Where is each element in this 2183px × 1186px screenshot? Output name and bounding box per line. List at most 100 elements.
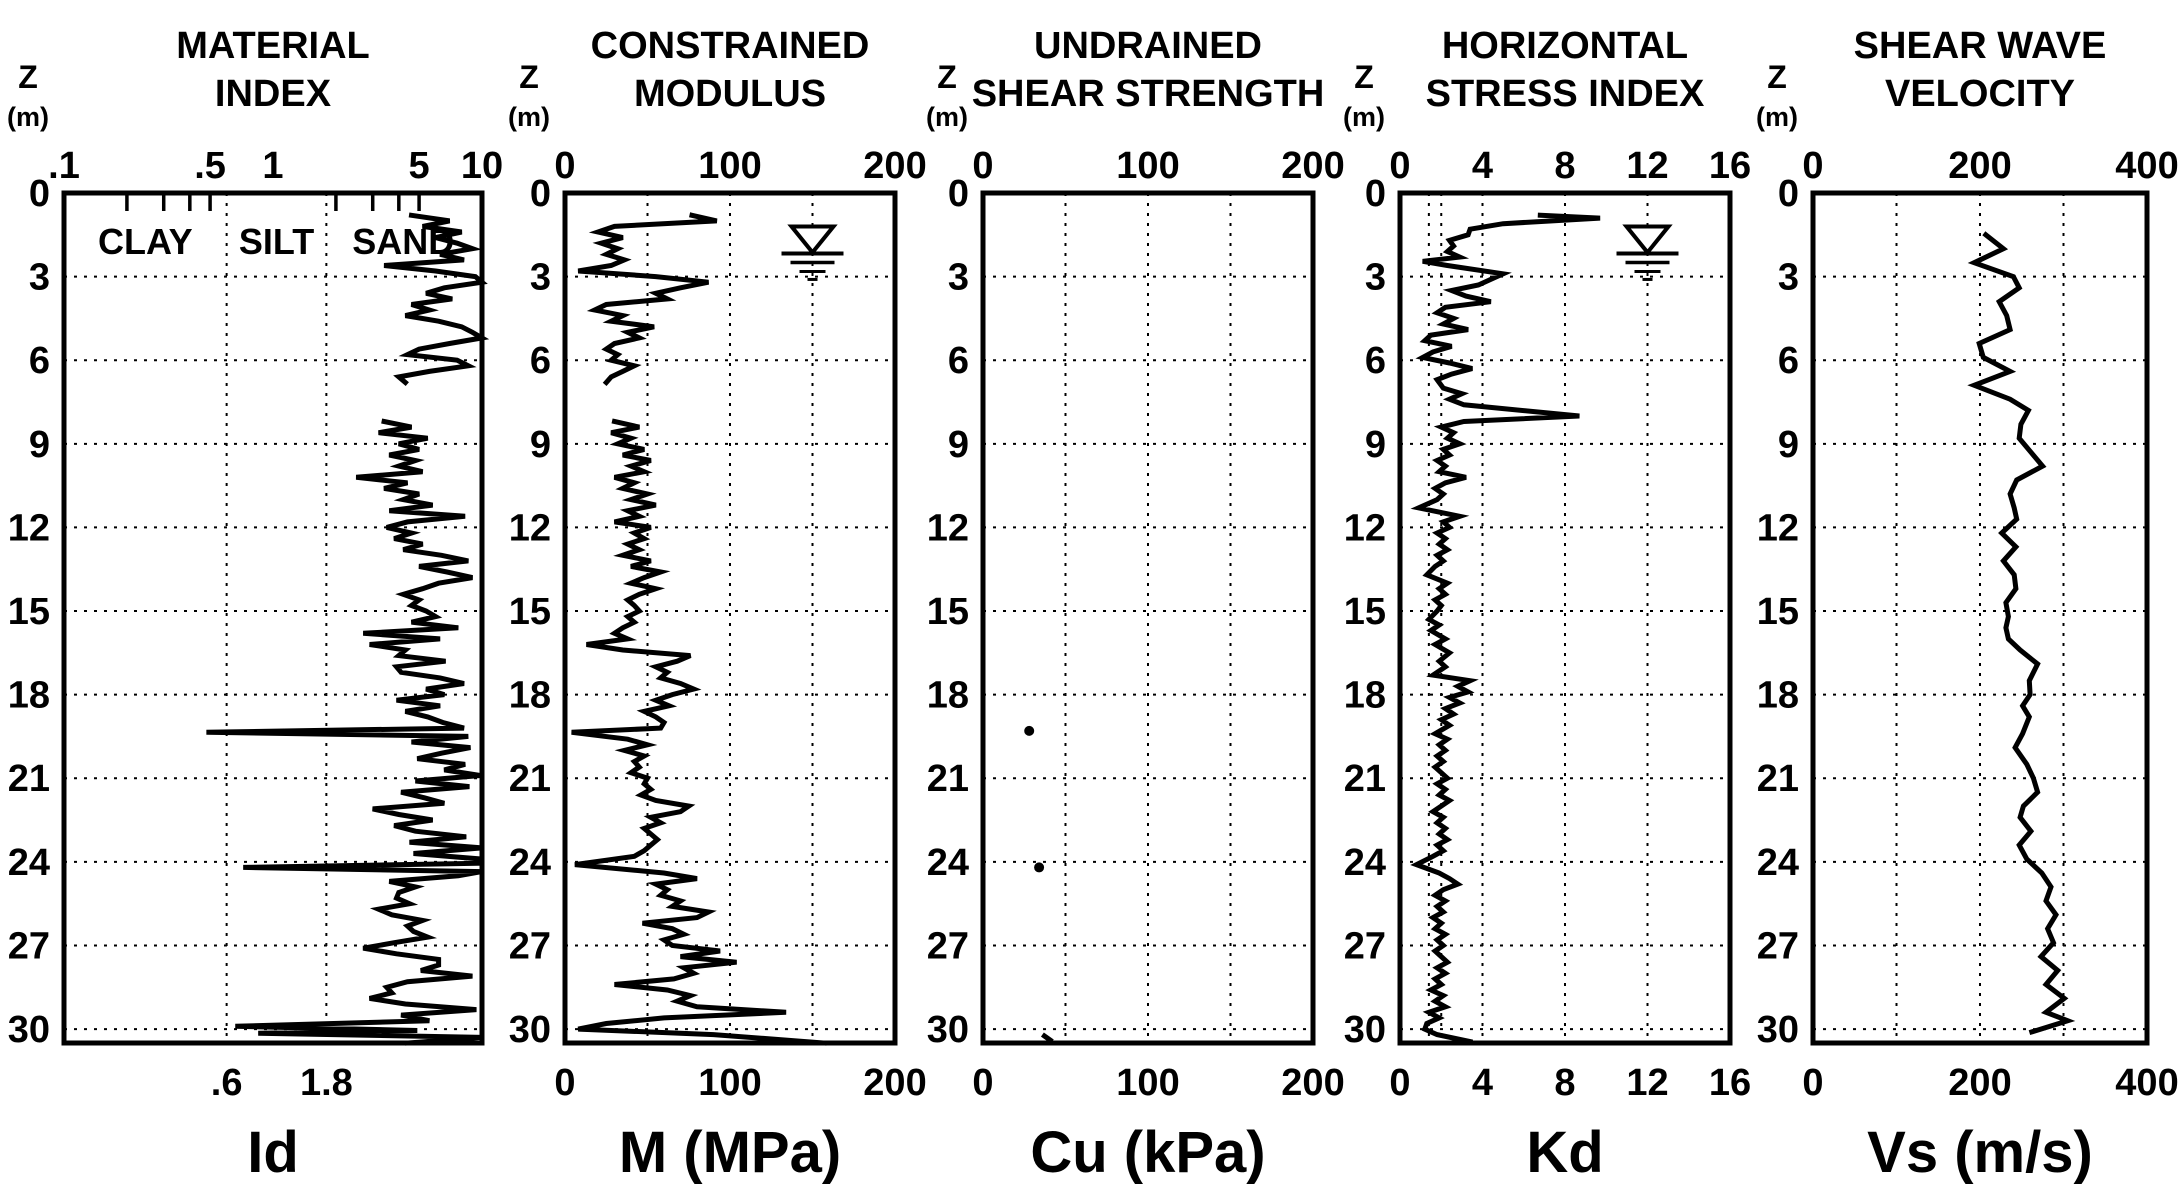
depth-axis-label-z: Z <box>1354 59 1374 95</box>
depth-tick-label: 0 <box>1778 173 1799 215</box>
panel-title-line1: SHEAR WAVE <box>1854 25 2107 67</box>
depth-tick-label: 6 <box>1365 340 1386 382</box>
water-table-icon <box>1616 224 1679 281</box>
depth-tick-label: 24 <box>1757 842 1799 884</box>
depth-tick-label: 6 <box>948 340 969 382</box>
top-tick-label: 100 <box>698 145 761 187</box>
depth-tick-label: 0 <box>29 173 50 215</box>
depth-tick-label: 21 <box>927 758 969 800</box>
top-tick-label: .5 <box>194 145 226 187</box>
bottom-tick-label: 400 <box>2115 1062 2178 1104</box>
bottom-tick-label: 0 <box>554 1062 575 1104</box>
bottom-tick-label: 100 <box>1116 1062 1179 1104</box>
top-tick-label: 0 <box>554 145 575 187</box>
depth-tick-label: 27 <box>509 925 551 967</box>
top-tick-label: 200 <box>1948 145 2011 187</box>
depth-tick-label: 21 <box>1344 758 1386 800</box>
depth-tick-label: 15 <box>1757 591 1799 633</box>
depth-tick-label: 21 <box>8 758 50 800</box>
depth-tick-label: 15 <box>1344 591 1386 633</box>
bottom-tick-label: 0 <box>1389 1062 1410 1104</box>
top-tick-label: 0 <box>1389 145 1410 187</box>
unit-label: M (MPa) <box>619 1120 841 1185</box>
top-tick-label: 16 <box>1709 145 1751 187</box>
plot-frame <box>980 190 1316 1046</box>
depth-axis-label-m: (m) <box>508 102 550 132</box>
plot-frame <box>1397 190 1733 1046</box>
depth-axis-label-m: (m) <box>926 102 968 132</box>
plot-frame <box>1810 190 2150 1046</box>
top-tick-label: 0 <box>972 145 993 187</box>
depth-axis-label-z: Z <box>937 59 957 95</box>
zone-label-silt: SILT <box>239 221 314 262</box>
water-table-icon <box>781 224 844 281</box>
depth-tick-label: 18 <box>1344 675 1386 717</box>
m-curve <box>577 212 718 387</box>
depth-tick-label: 18 <box>1757 675 1799 717</box>
depth-tick-label: 27 <box>1757 925 1799 967</box>
depth-tick-label: 6 <box>29 340 50 382</box>
depth-tick-label: 21 <box>509 758 551 800</box>
unit-label: Vs (m/s) <box>1867 1120 2093 1185</box>
cu-dash-mark <box>1040 1032 1054 1044</box>
depth-axis-label-z: Z <box>519 59 539 95</box>
bottom-tick-label: 4 <box>1472 1062 1493 1104</box>
depth-tick-label: 27 <box>8 925 50 967</box>
top-tick-label: 200 <box>863 145 926 187</box>
depth-tick-label: 12 <box>509 507 551 549</box>
depth-tick-label: 30 <box>8 1009 50 1051</box>
unit-label: Kd <box>1526 1120 1603 1185</box>
depth-axis-label-z: Z <box>18 59 38 95</box>
depth-tick-label: 24 <box>509 842 551 884</box>
bottom-tick-label: 0 <box>1802 1062 1823 1104</box>
panel-title-line1: MATERIAL <box>176 25 370 67</box>
plot-frame <box>61 190 485 1046</box>
depth-tick-label: 18 <box>8 675 50 717</box>
depth-axis-label-m: (m) <box>7 102 49 132</box>
panel-title-line2: VELOCITY <box>1885 73 2075 115</box>
depth-tick-label: 30 <box>1344 1009 1386 1051</box>
depth-tick-label: 3 <box>948 257 969 299</box>
depth-tick-label: 6 <box>530 340 551 382</box>
depth-axis-label-m: (m) <box>1343 102 1385 132</box>
depth-tick-label: 30 <box>509 1009 551 1051</box>
depth-tick-label: 12 <box>1344 507 1386 549</box>
bottom-tick-label: 12 <box>1626 1062 1668 1104</box>
vs-curve <box>1967 231 2076 1036</box>
depth-tick-label: 18 <box>509 675 551 717</box>
bottom-tick-label: 8 <box>1554 1062 1575 1104</box>
depth-tick-label: 3 <box>1365 257 1386 299</box>
depth-tick-label: 18 <box>927 675 969 717</box>
id-curve <box>206 418 485 1046</box>
depth-tick-label: 9 <box>1365 424 1386 466</box>
depth-tick-label: 3 <box>1778 257 1799 299</box>
depth-tick-label: 30 <box>927 1009 969 1051</box>
depth-tick-label: 9 <box>530 424 551 466</box>
depth-axis-label-z: Z <box>1767 59 1787 95</box>
depth-tick-label: 3 <box>29 257 50 299</box>
top-tick-label: 1 <box>262 145 283 187</box>
top-tick-label: 100 <box>1116 145 1179 187</box>
panel-title-line1: HORIZONTAL <box>1442 25 1688 67</box>
depth-tick-label: 21 <box>1757 758 1799 800</box>
top-tick-label: 8 <box>1554 145 1575 187</box>
top-tick-label: 10 <box>461 145 503 187</box>
unit-label: Cu (kPa) <box>1030 1120 1265 1185</box>
depth-tick-label: 15 <box>927 591 969 633</box>
kd-curve <box>1410 212 1601 1045</box>
depth-tick-label: 15 <box>8 591 50 633</box>
bottom-tick-label: 200 <box>863 1062 926 1104</box>
depth-tick-label: 0 <box>1365 173 1386 215</box>
cu-data-point <box>1024 725 1035 736</box>
depth-tick-label: 12 <box>8 507 50 549</box>
panel-title-line1: CONSTRAINED <box>591 25 870 67</box>
depth-tick-label: 6 <box>1778 340 1799 382</box>
panel-title-line2: SHEAR STRENGTH <box>972 73 1325 115</box>
panel-title-line1: UNDRAINED <box>1034 25 1262 67</box>
depth-tick-label: 27 <box>927 925 969 967</box>
top-tick-label: 400 <box>2115 145 2178 187</box>
bottom-tick-label: .6 <box>211 1062 243 1104</box>
